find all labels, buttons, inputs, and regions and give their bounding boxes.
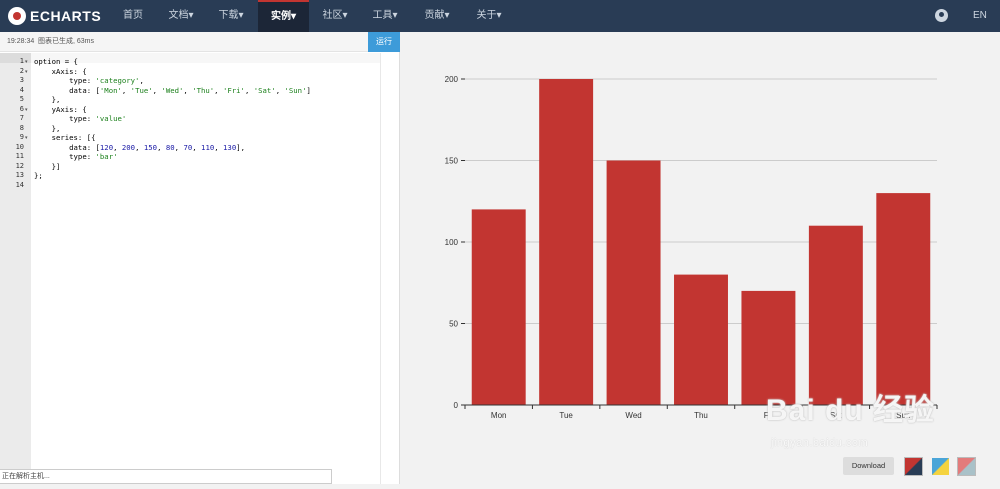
active-line-highlight — [0, 53, 31, 63]
line-number: 5 — [19, 95, 24, 103]
code-line[interactable]: yAxis: { — [34, 104, 87, 114]
editor-status-bar: 19:28:34 图表已生成, 63ms — [0, 32, 400, 52]
brand-name: ECHARTS — [30, 8, 102, 24]
nav-item-home[interactable]: 首页 — [123, 10, 143, 21]
run-button[interactable]: 运行 — [368, 32, 400, 52]
y-tick-label: 50 — [449, 320, 458, 329]
chart-preview-panel: 0 50 100 150 200 Mon Tue Wed Thu Fri Sat Sun — [401, 32, 1000, 484]
code-line[interactable]: type: 'category', — [34, 76, 144, 85]
nav-item-tools[interactable]: 工具▾ — [372, 10, 398, 21]
echarts-logo[interactable]: ECHARTS — [8, 7, 101, 25]
nav-item-contribute[interactable]: 贡献▾ — [424, 10, 450, 21]
line-number: 1 — [19, 57, 24, 65]
status-time: 19:28:34 — [7, 38, 35, 45]
top-navbar: ECHARTS 首页 文档▾ 下载▾ 实例▾ 社区▾ 工具▾ 贡献▾ 关于▾ E… — [0, 0, 1000, 32]
line-number: 12 — [15, 161, 24, 170]
language-switch[interactable]: EN — [973, 10, 987, 21]
baidu-watermark: Bai du 经验 jingyan.baidu.com — [766, 385, 941, 465]
bar[interactable] — [741, 290, 796, 405]
dark-red-theme-icon[interactable] — [904, 457, 923, 476]
print-margin — [380, 53, 381, 484]
nav-item-about[interactable]: 关于▾ — [476, 10, 502, 21]
line-number: 11 — [15, 152, 24, 160]
blue-yellow-theme-icon[interactable] — [931, 457, 950, 476]
code-line[interactable]: xAxis: { — [34, 66, 87, 76]
line-number: 6 — [19, 104, 24, 113]
bar-chart: 0 50 100 150 200 Mon Tue Wed Thu Fri Sat Sun — [445, 75, 938, 420]
y-tick-label: 100 — [445, 238, 459, 247]
line-number: 9 — [19, 133, 24, 141]
line-number: 4 — [19, 85, 24, 94]
watermark-brand: Bai du 经验 — [766, 394, 936, 427]
line-number: 13 — [15, 171, 24, 179]
y-tick-label: 0 — [454, 401, 459, 410]
y-tick-label: 200 — [445, 75, 459, 84]
line-number: 14 — [15, 180, 24, 189]
pink-grey-theme-icon[interactable] — [957, 457, 976, 476]
x-tick-label: Fri — [764, 411, 774, 420]
line-number: 2 — [19, 66, 24, 75]
watermark-url: jingyan.baidu.com — [771, 437, 869, 449]
code-line[interactable]: type: 'value' — [34, 114, 127, 123]
code-line[interactable]: data: ['Mon', 'Tue', 'Wed', 'Thu', 'Fri'… — [34, 85, 311, 95]
bar[interactable] — [471, 209, 526, 405]
x-tick-label: Wed — [625, 411, 641, 420]
code-line[interactable]: data: [120, 200, 150, 80, 70, 110, 130], — [34, 142, 246, 152]
code-line[interactable]: }] — [34, 161, 61, 171]
nav-item-download[interactable]: 下载▾ — [218, 10, 244, 21]
line-number: 7 — [19, 114, 24, 122]
download-button[interactable]: Download — [843, 457, 894, 475]
line-number: 10 — [15, 142, 24, 151]
loading-status-hint: 正在解析主机... — [0, 469, 332, 484]
nav-item-docs[interactable]: 文档▾ — [168, 10, 194, 21]
bar[interactable] — [808, 225, 863, 405]
code-editor-panel: 19:28:34 图表已生成, 63ms 运行 1 ▾ 2 ▾ 3 4 5 6 ▾ 7 8 9 ▾ 10 1… — [0, 32, 400, 484]
x-tick-label: Tue — [559, 411, 573, 420]
fold-toggle-icon[interactable]: ▾ — [25, 106, 28, 113]
code-line[interactable]: series: [{ — [34, 133, 96, 142]
bar[interactable] — [539, 79, 594, 405]
nav-item-community[interactable]: 社区▾ — [322, 10, 348, 21]
y-tick-label: 150 — [445, 157, 459, 166]
github-icon[interactable] — [935, 9, 948, 22]
code-line[interactable]: }; — [34, 171, 43, 180]
status-message: 图表已生成, 63ms — [38, 38, 95, 45]
bar[interactable] — [876, 193, 931, 405]
echarts-logo-icon — [8, 7, 26, 25]
line-number-gutter — [0, 53, 31, 484]
fold-toggle-icon[interactable]: ▾ — [25, 68, 28, 75]
bar[interactable] — [606, 160, 661, 406]
line-number: 3 — [19, 76, 24, 84]
line-number: 8 — [19, 123, 24, 132]
fold-toggle-icon[interactable]: ▾ — [25, 135, 28, 141]
code-line[interactable]: type: 'bar' — [34, 152, 118, 161]
code-line[interactable]: }, — [34, 123, 61, 133]
fold-toggle-icon[interactable]: ▾ — [25, 59, 28, 65]
x-tick-label: Mon — [491, 411, 507, 420]
code-line[interactable]: }, — [34, 95, 61, 104]
x-tick-label: Sat — [830, 411, 843, 420]
nav-item-examples[interactable]: 实例▾ — [258, 0, 309, 32]
x-tick-label: Thu — [694, 411, 708, 420]
code-line[interactable]: option = { — [34, 57, 78, 66]
cursor-line — [31, 53, 380, 63]
x-tick-label: Sun — [896, 411, 910, 420]
bar[interactable] — [674, 274, 728, 405]
